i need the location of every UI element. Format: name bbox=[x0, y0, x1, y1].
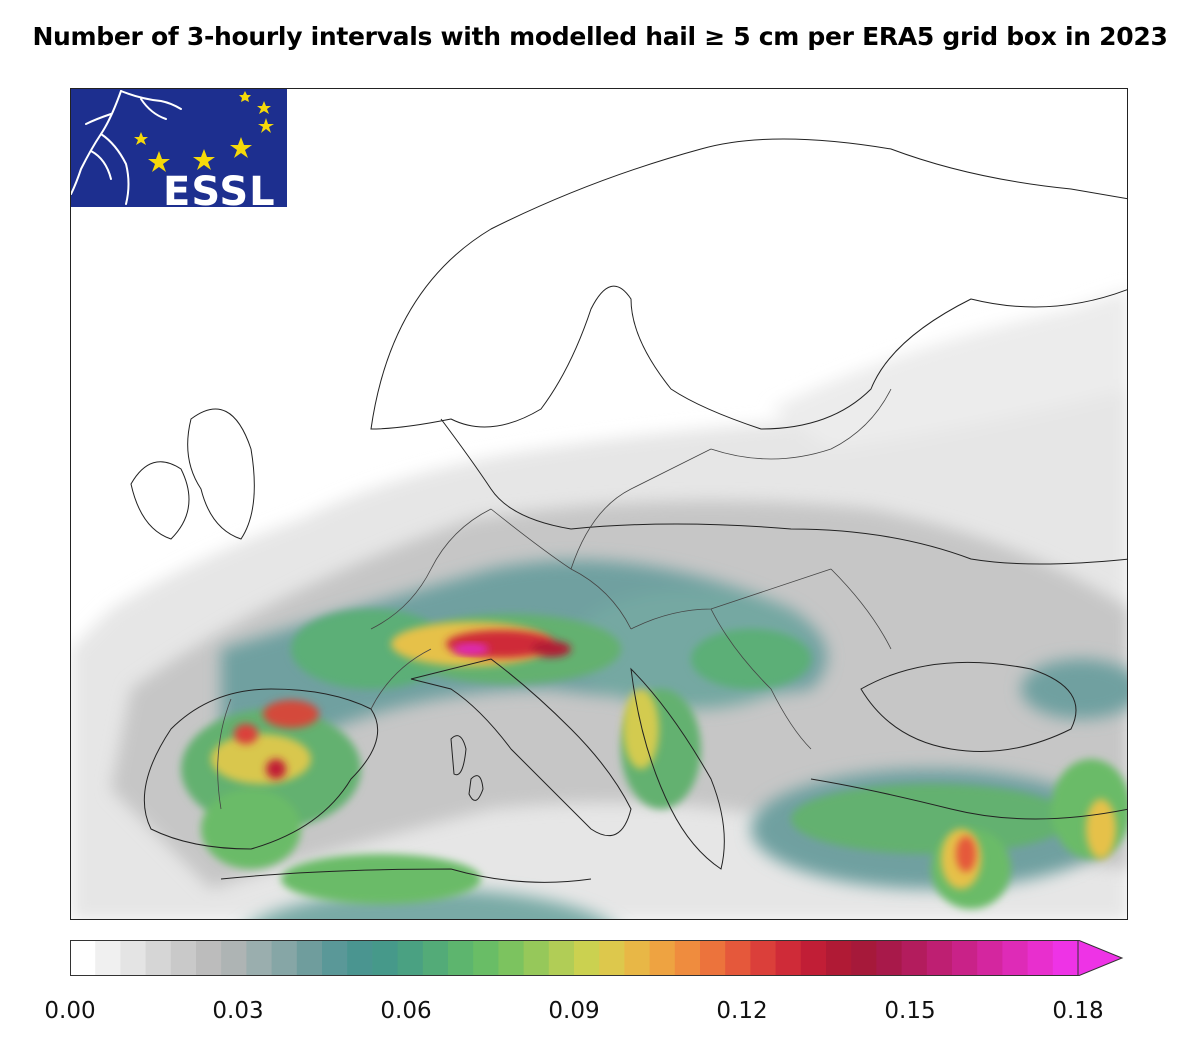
country-borders bbox=[217, 388, 892, 810]
colorbar-segment bbox=[1002, 940, 1029, 976]
colorbar-segment bbox=[750, 940, 777, 976]
coastlines bbox=[130, 138, 1127, 883]
colorbar-segment bbox=[1052, 940, 1079, 976]
colorbar-extend-arrow bbox=[1077, 940, 1124, 976]
colorbar-tick-label: 0.03 bbox=[212, 998, 264, 1024]
colorbar-segment bbox=[599, 940, 625, 976]
colorbar-tick-label: 0.06 bbox=[380, 998, 432, 1024]
colorbar-outline bbox=[70, 940, 1079, 976]
red-hotspots bbox=[234, 630, 976, 872]
logo-text: ESSL bbox=[163, 169, 276, 207]
colorbar-segment bbox=[851, 940, 877, 976]
colorbar-segment bbox=[372, 940, 399, 976]
colorbar-segment bbox=[800, 940, 827, 976]
colorbar-segment bbox=[95, 940, 121, 976]
colorbar-segment bbox=[1027, 940, 1054, 976]
colorbar-segment bbox=[574, 940, 600, 976]
colorbar-segment bbox=[246, 940, 273, 976]
lightning-icon bbox=[71, 90, 182, 205]
colorbar-segment bbox=[775, 940, 802, 976]
colorbar-segment bbox=[322, 940, 348, 976]
colorbar-segment bbox=[700, 940, 726, 976]
colorbar-segment bbox=[448, 940, 474, 976]
colorbar-segment bbox=[271, 940, 298, 976]
colorbar-segment bbox=[952, 940, 978, 976]
colorbar-tick-label: 0.18 bbox=[1052, 998, 1104, 1024]
colorbar-segment bbox=[196, 940, 222, 976]
colorbar-segment bbox=[977, 940, 1003, 976]
colorbar-segment bbox=[70, 940, 96, 976]
colorbar-segment bbox=[296, 940, 323, 976]
colorbar-segment bbox=[170, 940, 197, 976]
eu-stars-icon bbox=[134, 91, 274, 172]
colorbar-segment bbox=[826, 940, 852, 976]
colorbar-segment bbox=[674, 940, 701, 976]
colorbar-tick-label: 0.12 bbox=[716, 998, 768, 1024]
colorbar-segment bbox=[523, 940, 550, 976]
colorbar-segment bbox=[473, 940, 499, 976]
hail-frequency-layer bbox=[71, 138, 1127, 919]
hail-map bbox=[70, 88, 1128, 920]
colorbar-segment bbox=[422, 940, 449, 976]
colorbar bbox=[70, 940, 1124, 976]
colorbar-segment bbox=[145, 940, 172, 976]
colorbar-tick-label: 0.15 bbox=[884, 998, 936, 1024]
colorbar-segment bbox=[120, 940, 147, 976]
colorbar-segment bbox=[876, 940, 903, 976]
colorbar-tick-label: 0.09 bbox=[548, 998, 600, 1024]
colorbar-segment bbox=[901, 940, 928, 976]
colorbar-tick-label: 0.00 bbox=[44, 998, 96, 1024]
colorbar-segment bbox=[221, 940, 247, 976]
magenta-peak bbox=[453, 643, 489, 655]
essl-logo: ESSL bbox=[71, 89, 287, 207]
colorbar-segment bbox=[649, 940, 676, 976]
colorbar-segment bbox=[926, 940, 953, 976]
map-title: Number of 3-hourly intervals with modell… bbox=[32, 22, 1168, 51]
colorbar-segment bbox=[624, 940, 651, 976]
colorbar-segment bbox=[548, 940, 575, 976]
colorbar-segment bbox=[498, 940, 525, 976]
colorbar-segment bbox=[725, 940, 751, 976]
colorbar-segment bbox=[397, 940, 424, 976]
colorbar-segment bbox=[347, 940, 373, 976]
